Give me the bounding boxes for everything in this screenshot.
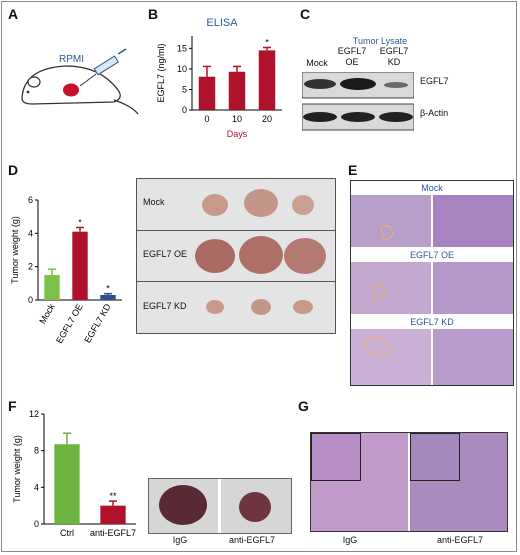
label-g-anti: anti-EGFL7: [436, 535, 484, 545]
y-axis-label: Tumor weight (g): [10, 216, 20, 284]
section-label-kd: EGFL7 KD: [410, 317, 454, 327]
y-tick-label: 0: [34, 519, 39, 529]
tumor-photo-d: Mock EGFL7 OE EGFL7 KD: [136, 178, 336, 334]
tumor-weight-chart-f: 0 4 8 12 Tumor weight (g) Ctrl ** anti-EGFL7: [12, 409, 136, 538]
tumor-icon: [63, 83, 79, 97]
photo-row-kd: EGFL7 KD: [143, 301, 187, 311]
band-actin-kd: [379, 112, 413, 122]
histology-kd-right: [433, 329, 513, 385]
panel-label-g: G: [298, 398, 309, 414]
section-label-oe: EGFL7 OE: [409, 250, 454, 260]
y-tick-label: 12: [29, 409, 39, 419]
y-tick-label: 10: [177, 64, 187, 74]
band-actin-mock: [303, 112, 337, 122]
inset-anti: [410, 433, 460, 481]
significance-mark: *: [265, 38, 269, 48]
y-tick-label: 4: [28, 228, 33, 238]
band-label-egfl7: EGFL7: [420, 76, 449, 86]
y-tick-label: 2: [28, 262, 33, 272]
panel-label-f: F: [8, 398, 17, 414]
histology-mock-left: [351, 195, 431, 247]
y-tick-label: 4: [34, 482, 39, 492]
y-axis-label: Tumor weight (g): [12, 435, 22, 503]
histology-panel-g: [310, 432, 508, 532]
histology-kd-left: [351, 329, 431, 385]
band-egfl7-mock: [304, 79, 336, 89]
histology-oe-right: [433, 262, 513, 314]
bar: [44, 275, 60, 300]
inset-igg: [311, 433, 361, 481]
x-tick-label: Mock: [37, 302, 57, 326]
lane-label-mock: Mock: [306, 58, 328, 68]
chart-b-plot: 0 5 10 15 EGFL7 (ng/ml) 0 10 * 20 Days: [156, 36, 282, 139]
y-axis-label: EGFL7 (ng/ml): [156, 43, 166, 102]
y-tick-label: 6: [28, 195, 33, 205]
tumor-photo-f: [148, 478, 292, 534]
photo-row-mock: Mock: [143, 197, 165, 207]
photo-label-igg: IgG: [172, 535, 188, 545]
tumor-weight-chart-d: 0 2 4 6 Tumor weight (g) Mock * EGFL7 OE * EGFL7 …: [10, 195, 122, 345]
tumor-specimens-f: [159, 485, 271, 525]
bar: [100, 295, 116, 300]
histology-panel-e: Mock EGFL7 OE EGFL7 KD: [350, 180, 514, 386]
y-tick-label: 5: [182, 84, 187, 94]
bar: [54, 444, 80, 524]
tumor-specimens: [195, 189, 326, 315]
histology-oe-left: [351, 262, 431, 314]
x-tick-label: anti-EGFL7: [90, 528, 136, 538]
western-blot-panel: Tumor Lysate Mock EGFL7 OE EGFL7 KD EGFL…: [300, 20, 515, 150]
x-tick-label: 10: [232, 114, 242, 124]
band-egfl7-oe: [340, 78, 376, 90]
chart-d-plot: 0 2 4 6 Tumor weight (g) Mock * EGFL7 OE * EGFL7 …: [10, 195, 122, 345]
bar: [228, 71, 246, 110]
blot-image: [302, 72, 414, 131]
panel-label-a: A: [8, 6, 19, 22]
x-tick-label: EGFL7 OE: [54, 302, 85, 345]
bar: [100, 505, 126, 524]
x-tick-label: 0: [204, 114, 209, 124]
panel-label-c: C: [300, 6, 311, 22]
syringe-label: RPMI: [59, 54, 84, 65]
lane-label-oe: EGFL7 OE: [337, 46, 367, 67]
x-axis-label: Days: [227, 129, 248, 139]
x-tick-label: Ctrl: [60, 528, 74, 538]
y-tick-label: 8: [34, 446, 39, 456]
bar: [198, 76, 216, 110]
significance-mark: *: [106, 284, 110, 294]
panel-label-d: D: [8, 162, 19, 178]
band-label-actin: β-Actin: [420, 108, 449, 118]
syringe-icon: [79, 48, 127, 87]
section-label-mock: Mock: [421, 183, 443, 193]
y-tick-label: 0: [182, 105, 187, 115]
elisa-chart: ELISA 0 5 10 15 EGFL7 (ng/ml) 0 10 * 20 Days: [156, 17, 282, 139]
x-tick-label: 20: [262, 114, 272, 124]
tumor-lysate-title: Tumor Lysate: [352, 36, 408, 46]
x-tick-label: EGFL7 KD: [82, 302, 113, 345]
lane-label-kd: EGFL7 KD: [379, 46, 409, 67]
vessel-outlines: [364, 225, 394, 357]
band-actin-oe: [341, 112, 375, 122]
y-tick-label: 0: [28, 295, 33, 305]
significance-mark: **: [109, 491, 117, 501]
panel-label-e: E: [348, 162, 358, 178]
label-g-igg: IgG: [342, 535, 358, 545]
bar: [72, 231, 88, 300]
mouse-illustration: RPMI: [21, 48, 139, 115]
elisa-title: ELISA: [206, 17, 238, 29]
panel-label-b: B: [148, 6, 159, 22]
y-tick-label: 15: [177, 43, 187, 53]
bar: [258, 50, 276, 110]
chart-f-plot: 0 4 8 12 Tumor weight (g) Ctrl ** anti-EGFL7: [12, 409, 136, 538]
band-egfl7-kd: [384, 82, 408, 88]
photo-label-anti: anti-EGFL7: [228, 535, 276, 545]
histology-mock-right: [433, 195, 513, 247]
significance-mark: *: [78, 218, 82, 228]
photo-row-oe: EGFL7 OE: [143, 249, 188, 259]
